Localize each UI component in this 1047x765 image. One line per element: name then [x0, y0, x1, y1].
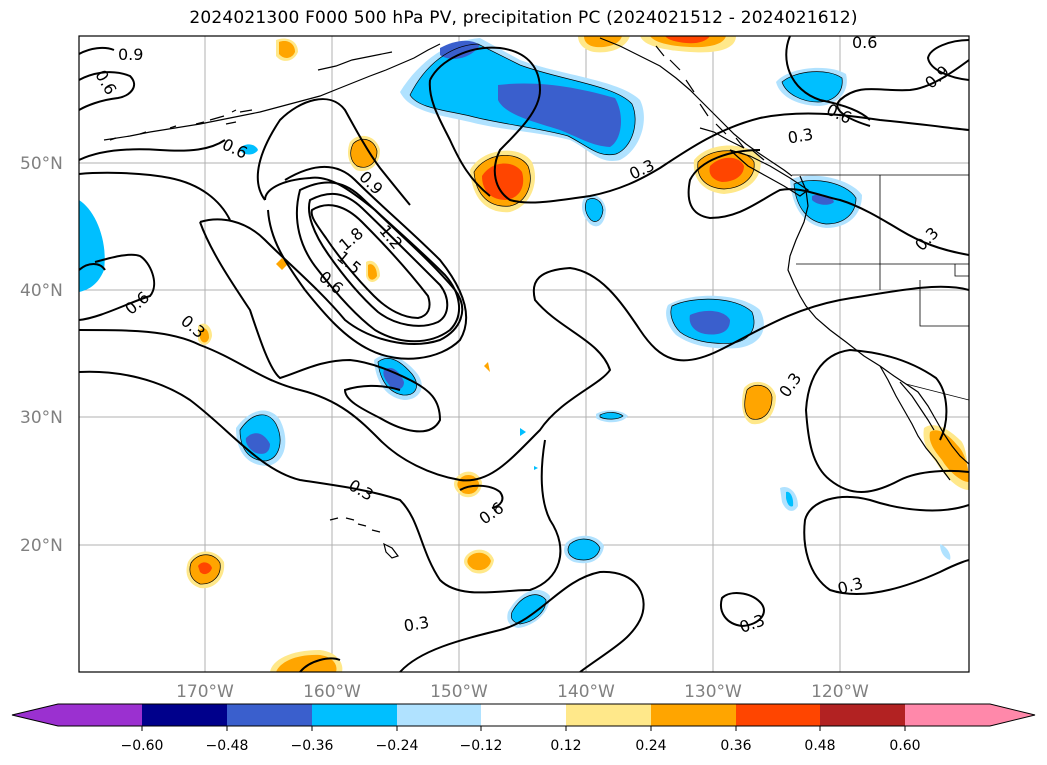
colorbar: −0.60 −0.48 −0.36 −0.24 −0.12 0.12 0.24 …	[11, 703, 1036, 754]
colorbar-tick-label: −0.36	[291, 738, 334, 754]
colorbar-tick-label: 0.36	[720, 738, 751, 754]
lat-label: 20°N	[20, 536, 63, 556]
lat-label: 30°N	[20, 408, 63, 428]
colorbar-tick-label: 0.24	[635, 738, 666, 754]
colorbar-tick-label: −0.12	[460, 738, 503, 754]
colorbar-tick-label: −0.60	[121, 738, 164, 754]
lon-label: 170°W	[176, 682, 234, 702]
colorbar-tick-label: 0.60	[889, 738, 920, 754]
colorbar-segment	[651, 704, 736, 726]
colorbar-tick-label: 0.48	[804, 738, 835, 754]
map-frame	[78, 35, 970, 673]
colorbar-segment	[481, 704, 566, 726]
colorbar-segment	[736, 704, 820, 726]
colorbar-outline	[11, 703, 1036, 727]
colorbar-tick-label: −0.24	[376, 738, 419, 754]
contour-label: 0.3	[786, 124, 814, 147]
lon-label: 130°W	[684, 682, 742, 702]
lat-label: 40°N	[20, 281, 63, 301]
colorbar-tick-label: 0.12	[550, 738, 581, 754]
contour-label: 0.9	[118, 45, 143, 64]
colorbar-segment	[566, 704, 651, 726]
lat-label: 50°N	[20, 154, 63, 174]
lon-label: 150°W	[430, 682, 488, 702]
colorbar-segment	[312, 704, 397, 726]
colorbar-segment	[12, 704, 142, 726]
colorbar-segment	[142, 704, 227, 726]
contour-label: 0.3	[402, 612, 430, 635]
longitude-labels: 170°W 160°W 150°W 140°W 130°W 120°W	[176, 682, 869, 702]
coastlines	[103, 37, 969, 559]
lon-label: 140°W	[557, 682, 615, 702]
colorbar-tick-label: −0.48	[206, 738, 249, 754]
borders	[792, 174, 969, 401]
precip-positive-shading	[186, 36, 969, 672]
pv-contours	[79, 36, 969, 672]
precip-outline-contours	[189, 43, 857, 625]
colorbar-tick-labels: −0.60 −0.48 −0.36 −0.24 −0.12 0.12 0.24 …	[121, 738, 921, 754]
colorbar-segment	[905, 704, 1035, 726]
figure-title: 2024021300 F000 500 hPa PV, precipitatio…	[189, 8, 858, 28]
contour-label: 0.6	[852, 33, 877, 52]
latitude-labels: 50°N 40°N 30°N 20°N	[20, 154, 63, 556]
colorbar-segment	[397, 704, 481, 726]
map-area	[79, 36, 969, 672]
colorbar-segment	[820, 704, 905, 726]
lon-label: 120°W	[811, 682, 869, 702]
lon-label: 160°W	[303, 682, 361, 702]
colorbar-ticks	[141, 726, 906, 731]
colorbar-segment	[227, 704, 312, 726]
